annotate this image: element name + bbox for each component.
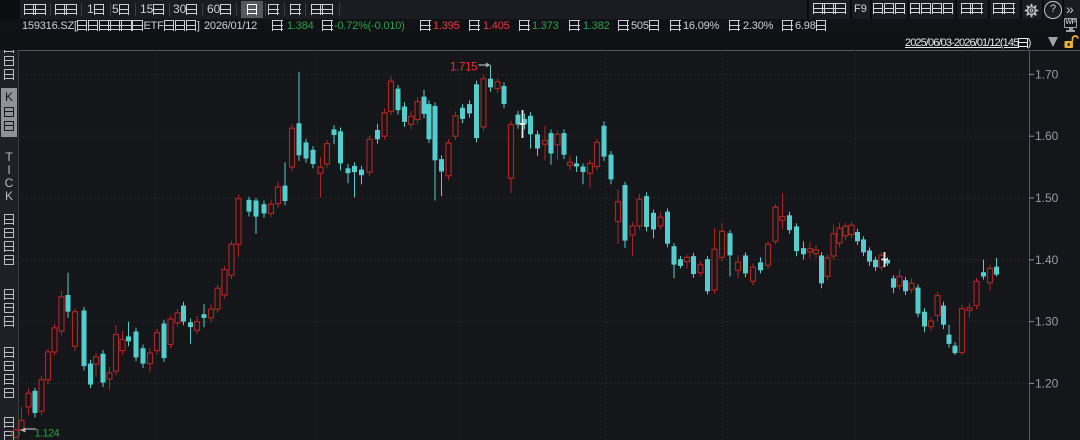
svg-text:1.30: 1.30: [1035, 315, 1059, 329]
svg-text:1.40: 1.40: [1035, 253, 1059, 267]
svg-text:1.124: 1.124: [35, 428, 60, 440]
svg-text:1.50: 1.50: [1035, 191, 1059, 205]
svg-text:1.70: 1.70: [1035, 67, 1059, 81]
svg-text:1.715: 1.715: [450, 62, 477, 74]
svg-text:1.60: 1.60: [1035, 129, 1059, 143]
svg-text:1.20: 1.20: [1035, 376, 1059, 390]
